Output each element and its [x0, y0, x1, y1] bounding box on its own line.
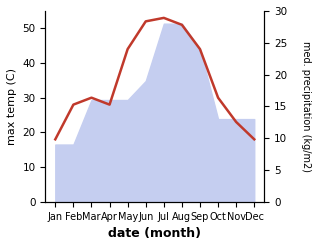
X-axis label: date (month): date (month) — [108, 227, 201, 240]
Y-axis label: max temp (C): max temp (C) — [7, 68, 17, 145]
Y-axis label: med. precipitation (kg/m2): med. precipitation (kg/m2) — [301, 41, 311, 172]
